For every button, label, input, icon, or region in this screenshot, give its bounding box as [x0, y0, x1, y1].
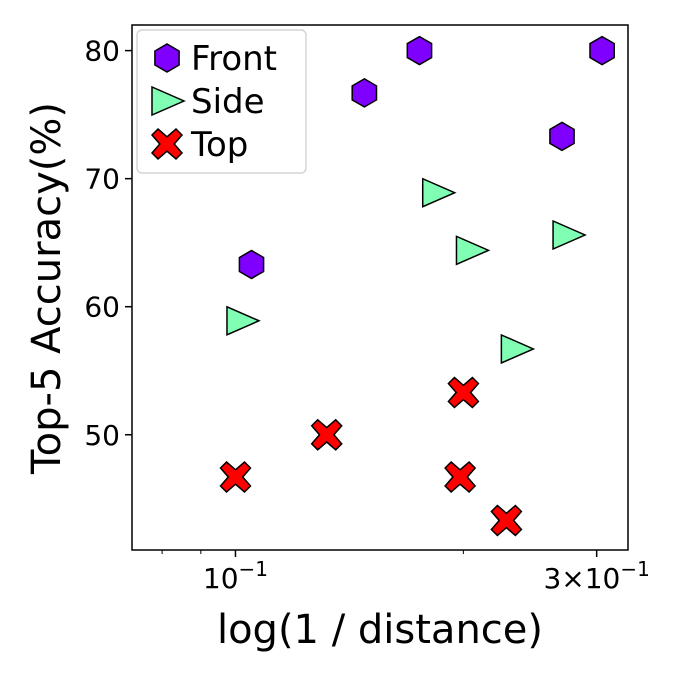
top-point — [447, 376, 480, 409]
x-tick-exponent: −1 — [620, 557, 649, 581]
x-tick-base: 10 — [203, 562, 239, 595]
legend-marker-top — [150, 127, 184, 161]
front-point — [589, 35, 615, 66]
top-point — [219, 460, 252, 494]
y-tick-label: 60 — [84, 291, 120, 324]
points-layer — [219, 35, 615, 537]
x-tick-base: 3×10 — [543, 562, 620, 595]
legend-label-top: Top — [190, 125, 248, 165]
y-tick-label: 70 — [84, 163, 120, 196]
side-point — [226, 305, 261, 336]
front-point — [406, 35, 433, 66]
side-point — [421, 177, 457, 208]
legend-marker-front — [154, 43, 180, 73]
side-point — [455, 235, 491, 266]
x-axis-label: log(1 / distance) — [217, 607, 543, 653]
top-point — [444, 460, 477, 494]
x-tick-exponent: −1 — [239, 557, 268, 581]
front-point — [351, 78, 378, 108]
top-point — [490, 504, 523, 537]
side-point — [500, 333, 536, 365]
top-point — [310, 418, 343, 451]
front-point — [549, 121, 575, 152]
y-tick-label: 50 — [84, 419, 120, 452]
legend-marker-side — [151, 85, 186, 117]
legend-label-front: Front — [191, 39, 277, 79]
legend-markers — [150, 43, 186, 161]
legend-label-side: Side — [191, 82, 265, 122]
front-point — [238, 249, 265, 280]
side-point — [552, 219, 587, 251]
x-tick-label: 3×10−1 — [543, 557, 649, 595]
x-tick-label: 10−1 — [203, 557, 268, 595]
legend: Front Side Top — [136, 29, 307, 174]
y-axis-label: Top-5 Accuracy(%) — [24, 102, 70, 475]
y-tick-label: 80 — [84, 35, 120, 68]
